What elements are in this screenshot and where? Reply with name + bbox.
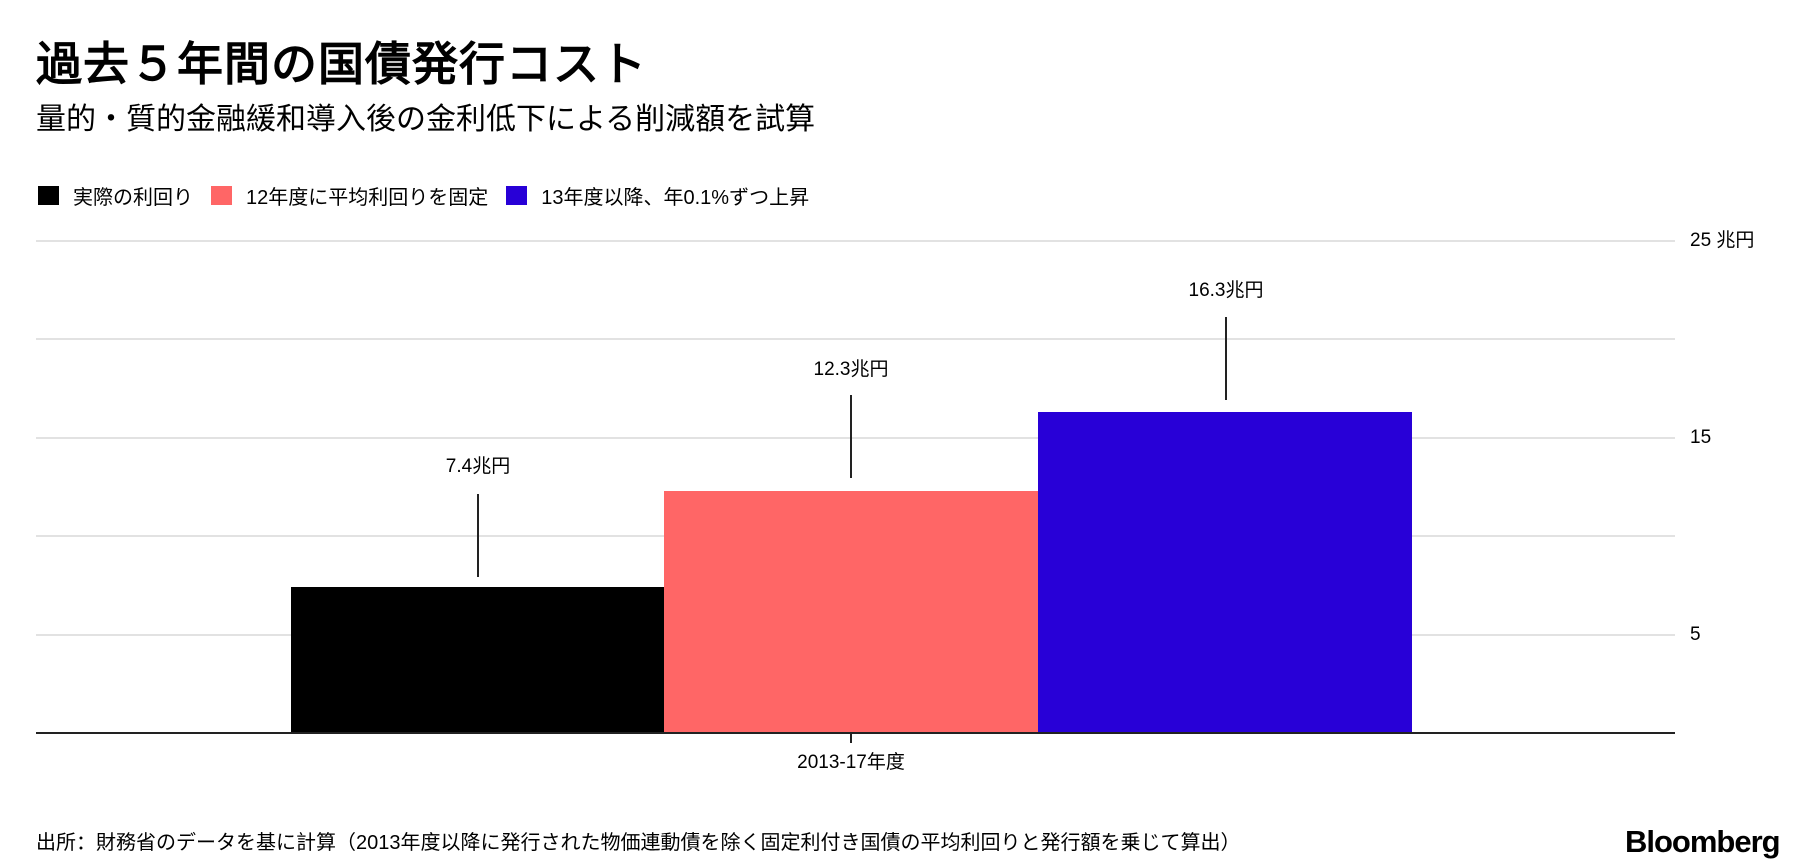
legend-swatch-red [211,185,232,205]
leader-line-fixed [850,395,852,478]
leader-line-actual [477,494,479,577]
legend-item-rising: 13年度以降、年0.1%ずつ上昇 [506,181,809,210]
value-label-rising: 16.3兆円 [1188,280,1264,301]
legend-item-fixed: 12年度に平均利回りを固定 [211,181,488,210]
value-label-fixed: 12.3兆円 [813,359,889,380]
source-footnote: 出所：財務省のデータを基に計算（2013年度以降に発行された物価連動債を除く固定… [36,832,1241,854]
legend: 実際の利回り 12年度に平均利回りを固定 13年度以降、年0.1%ずつ上昇 [38,180,827,210]
legend-item-actual: 実際の利回り [38,181,193,210]
legend-swatch-black [38,185,59,205]
gridline-15 [36,437,1675,439]
legend-swatch-blue [506,185,528,205]
legend-label: 実際の利回り [73,186,193,209]
leader-line-rising [1225,317,1227,400]
y-tick-label-25: 25 兆円 [1690,230,1755,251]
x-axis-line [36,732,1675,734]
y-tick-label-5: 5 [1690,624,1701,645]
legend-label: 13年度以降、年0.1%ずつ上昇 [541,186,810,209]
gridline-20 [36,338,1675,340]
gridline-25 [36,240,1675,242]
x-axis-category-label: 2013-17年度 [797,752,905,773]
chart-title: 過去５年間の国債発行コスト [36,38,647,90]
bar-actual-yield [291,587,664,733]
bar-fixed-yield [664,491,1038,733]
bloomberg-logo: Bloomberg [1625,824,1781,859]
y-tick-label-15: 15 [1690,427,1712,448]
x-axis-tick [850,734,852,743]
value-label-actual: 7.4兆円 [445,456,511,477]
bar-rising-yield [1038,412,1412,733]
chart-subtitle: 量的・質的金融緩和導入後の金利低下による削減額を試算 [36,103,816,136]
legend-label: 12年度に平均利回りを固定 [246,186,489,209]
